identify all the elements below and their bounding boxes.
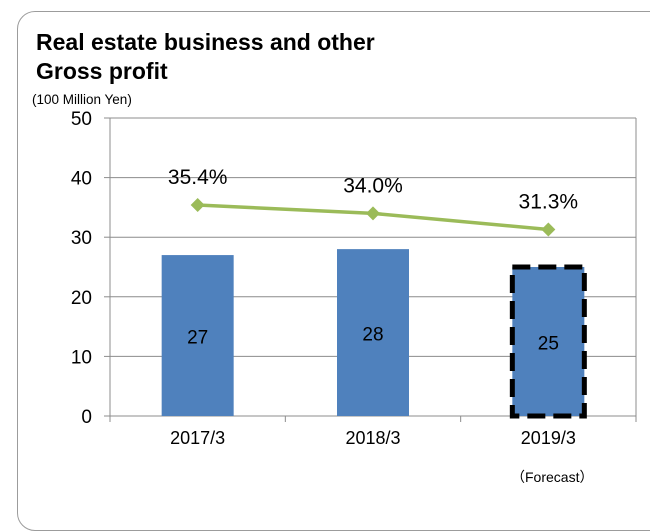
bar xyxy=(512,267,585,416)
y-tick-label: 0 xyxy=(81,407,92,428)
bar-series xyxy=(161,249,587,419)
forecast-annotation: （Forecast） xyxy=(511,469,594,485)
line-value-label: 34.0% xyxy=(343,174,403,197)
line-point xyxy=(366,206,380,221)
y-tick-label: 50 xyxy=(71,109,92,130)
y-tick-label: 40 xyxy=(71,169,92,190)
forecast-bar-outline xyxy=(509,264,587,419)
bar xyxy=(161,255,234,416)
bar-value-label: 27 xyxy=(187,328,208,349)
line-point xyxy=(190,198,205,213)
line-point xyxy=(541,222,556,237)
y-tick-label: 10 xyxy=(71,347,92,368)
bar-value-label: 28 xyxy=(362,325,383,346)
y-tick-label: 20 xyxy=(71,288,92,309)
bar-value-label: 25 xyxy=(538,334,559,355)
bar xyxy=(337,249,409,416)
x-tick-label: 2018/3 xyxy=(345,428,400,448)
ratio-line-series xyxy=(190,198,556,237)
y-axis-unit-label: (100 Million Yen) xyxy=(32,92,132,107)
data-labels: 27 28 25 35.4% 34.0% 31.3% xyxy=(168,166,578,354)
chart-title: Real estate business and other Gross pro… xyxy=(36,29,375,84)
y-tick-label: 30 xyxy=(71,228,92,249)
gross-profit-chart: 0 10 20 30 40 50 2017/3 2018/3 2019/3 27 28 25 35.4… xyxy=(71,109,637,448)
x-tick-label: 2019/3 xyxy=(521,428,576,448)
line-value-label: 35.4% xyxy=(168,166,228,189)
x-tick-label: 2017/3 xyxy=(170,428,225,448)
line-value-label: 31.3% xyxy=(519,190,579,213)
